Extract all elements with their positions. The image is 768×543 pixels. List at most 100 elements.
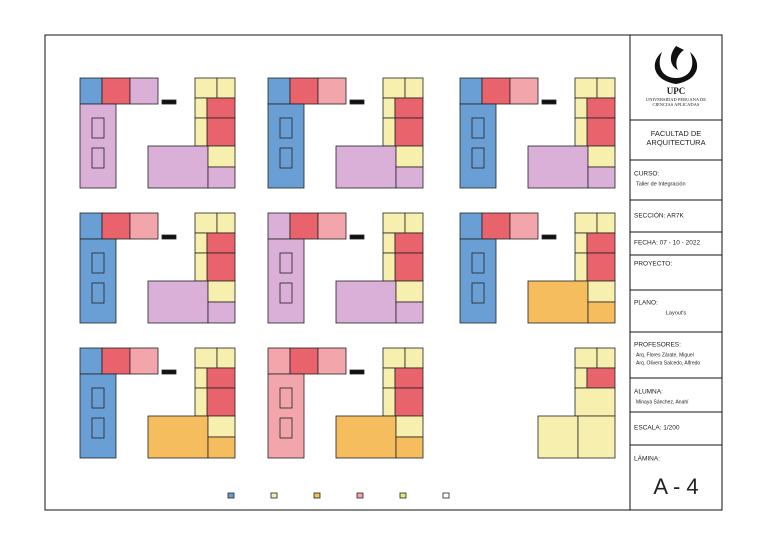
- room: [267, 103, 305, 189]
- room: [382, 347, 406, 369]
- room: [394, 387, 424, 417]
- room: [279, 117, 293, 139]
- room: [471, 252, 485, 274]
- room: [586, 97, 616, 119]
- room: [206, 252, 236, 282]
- room: [471, 147, 485, 169]
- value: Arq. Flores Zárate, Miguel: [636, 352, 694, 358]
- room: [194, 97, 208, 119]
- room: [394, 232, 424, 254]
- room: [404, 77, 424, 99]
- room: [596, 347, 616, 369]
- room: [129, 347, 159, 375]
- stair: [161, 99, 177, 105]
- floor-plan: [267, 77, 424, 189]
- value: Layout's: [666, 310, 687, 316]
- room: [527, 145, 589, 189]
- room: [194, 117, 208, 147]
- label: PLANO:: [634, 300, 658, 307]
- floor-plan: [79, 212, 236, 324]
- floor-plan: [537, 347, 616, 459]
- room: [79, 77, 103, 105]
- room: [527, 280, 589, 324]
- room: [404, 347, 424, 369]
- legend-swatch: [356, 492, 364, 499]
- room: [574, 97, 588, 119]
- room: [207, 436, 236, 459]
- value: Taller de Integración: [636, 181, 686, 187]
- stair: [349, 369, 365, 375]
- room: [279, 417, 293, 439]
- label: LÁMINA:: [634, 454, 660, 463]
- room: [91, 282, 105, 304]
- room: [382, 367, 396, 389]
- logo-text: CIENCIAS APLICADAS: [653, 102, 700, 107]
- room: [382, 77, 406, 99]
- room: [574, 212, 598, 234]
- stair: [161, 369, 177, 375]
- room: [471, 117, 485, 139]
- legend-swatch: [270, 492, 278, 499]
- legend: [227, 492, 450, 499]
- value: Arq. Olivera Salcedo, Alfredo: [636, 360, 700, 366]
- room: [586, 252, 616, 282]
- room: [586, 117, 616, 147]
- label: ESCALA: 1/200: [634, 425, 680, 432]
- room: [395, 436, 424, 459]
- label: FECHA: 07 - 10 - 2022: [634, 240, 700, 247]
- room: [101, 212, 131, 240]
- stair: [161, 234, 177, 240]
- room: [129, 212, 159, 240]
- room: [216, 212, 236, 234]
- room: [574, 367, 588, 389]
- room: [289, 347, 319, 375]
- room: [382, 252, 396, 282]
- room: [395, 301, 424, 324]
- room: [91, 117, 105, 139]
- room: [79, 373, 117, 459]
- room: [317, 347, 347, 375]
- room: [207, 415, 236, 438]
- room: [206, 367, 236, 389]
- room: [207, 301, 236, 324]
- room: [509, 77, 539, 105]
- room: [267, 212, 291, 240]
- room: [394, 367, 424, 389]
- room: [586, 232, 616, 254]
- room: [574, 117, 588, 147]
- room: [577, 415, 616, 459]
- room: [147, 415, 209, 459]
- room: [279, 147, 293, 169]
- room: [574, 232, 588, 254]
- room: [101, 77, 131, 105]
- room: [382, 117, 396, 147]
- room: [382, 232, 396, 254]
- label: SECCIÓN: AR7K: [634, 211, 685, 220]
- room: [194, 77, 218, 99]
- room: [537, 415, 579, 459]
- room: [91, 417, 105, 439]
- floor-plan: [79, 347, 236, 459]
- room: [194, 387, 208, 417]
- room: [587, 301, 616, 324]
- room: [91, 387, 105, 409]
- room: [267, 347, 291, 375]
- stair: [349, 99, 365, 105]
- room: [471, 282, 485, 304]
- room: [207, 280, 236, 303]
- room: [267, 238, 305, 324]
- room: [394, 97, 424, 119]
- room: [335, 145, 397, 189]
- room: [395, 145, 424, 168]
- room: [147, 145, 209, 189]
- legend-swatch: [227, 492, 235, 499]
- legend-swatch: [313, 492, 321, 499]
- room: [509, 212, 539, 240]
- stair: [349, 234, 365, 240]
- room: [289, 212, 319, 240]
- value: Minaya Sánchez, Anahí: [636, 399, 689, 405]
- room: [574, 77, 598, 99]
- room: [207, 145, 236, 168]
- room: [382, 97, 396, 119]
